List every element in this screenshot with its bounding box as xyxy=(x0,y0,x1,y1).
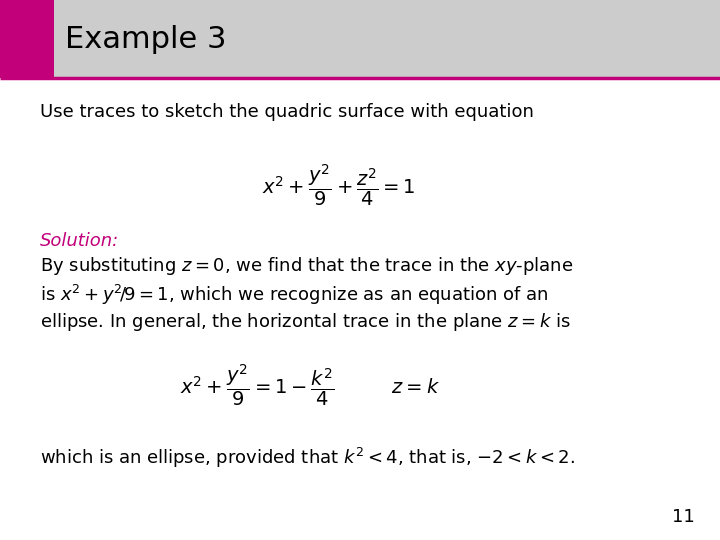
Text: which is an ellipse, provided that $k^2 < 4$, that is, $-2 < k < 2$.: which is an ellipse, provided that $k^2 … xyxy=(40,446,575,470)
Text: $x^2 + \dfrac{y^2}{9} = 1 - \dfrac{k^2}{4} \qquad\quad z = k$: $x^2 + \dfrac{y^2}{9} = 1 - \dfrac{k^2}{… xyxy=(179,362,440,408)
Text: Use traces to sketch the quadric surface with equation: Use traces to sketch the quadric surface… xyxy=(40,103,534,120)
Text: is $x^2 + y^2\!/9 = 1$, which we recognize as an equation of an: is $x^2 + y^2\!/9 = 1$, which we recogni… xyxy=(40,283,548,307)
Text: $x^2 + \dfrac{y^2}{9} + \dfrac{z^2}{4} = 1$: $x^2 + \dfrac{y^2}{9} + \dfrac{z^2}{4} =… xyxy=(261,162,415,208)
FancyBboxPatch shape xyxy=(0,0,720,78)
Text: Example 3: Example 3 xyxy=(65,25,226,53)
FancyBboxPatch shape xyxy=(0,0,54,78)
Text: ellipse. In general, the horizontal trace in the plane $z = k$ is: ellipse. In general, the horizontal trac… xyxy=(40,311,570,333)
Text: By substituting $z = 0$, we find that the trace in the $xy$-plane: By substituting $z = 0$, we find that th… xyxy=(40,255,573,277)
Text: Solution:: Solution: xyxy=(40,232,119,250)
Text: 11: 11 xyxy=(672,509,695,526)
